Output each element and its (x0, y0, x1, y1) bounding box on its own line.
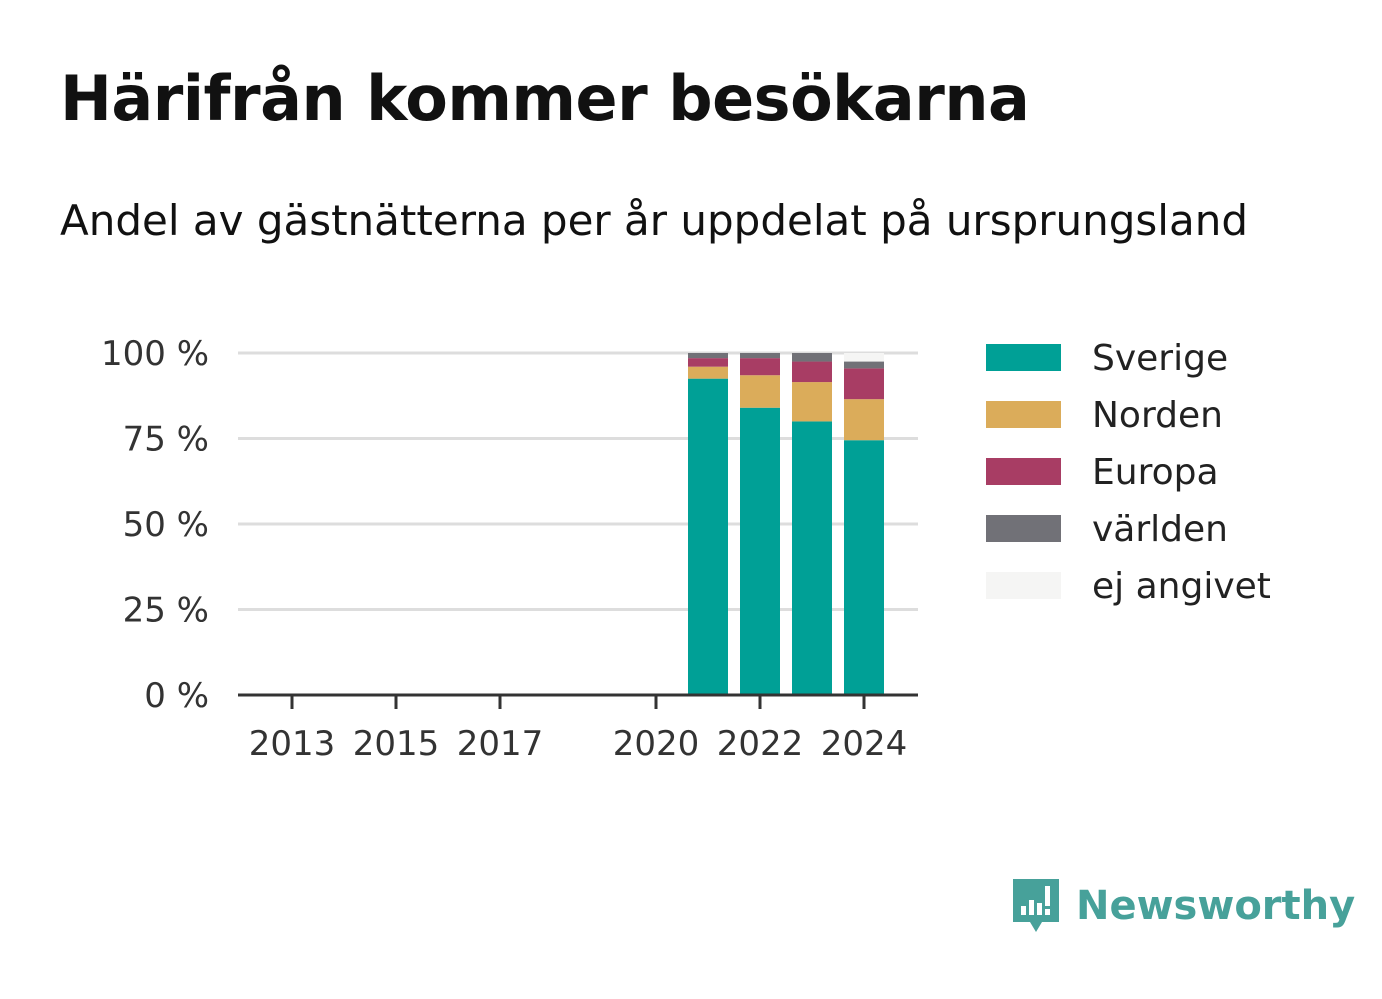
x-tick-label: 2020 (613, 724, 700, 764)
bar-segment (844, 368, 884, 400)
bar-segment (792, 353, 832, 362)
bar-segment (688, 366, 728, 379)
x-tick-label: 2015 (353, 724, 440, 764)
legend-swatch (986, 344, 1061, 371)
newsworthy-brand: Newsworthy (1010, 876, 1355, 936)
y-tick-label: 0 % (144, 676, 209, 716)
bar-segment (740, 407, 780, 695)
x-tick-label: 2022 (717, 724, 804, 764)
bar-segment (844, 440, 884, 695)
brand-name: Newsworthy (1076, 883, 1356, 929)
bar-segment (792, 361, 832, 383)
x-tick-label: 2024 (821, 724, 908, 764)
bar-segment (688, 378, 728, 695)
legend-swatch (986, 515, 1061, 542)
bar-segment (792, 382, 832, 422)
bar-segment (740, 358, 780, 376)
bar-segment (792, 421, 832, 695)
bar-segment (844, 399, 884, 441)
legend-label: Europa (1092, 452, 1219, 493)
chart-title: Härifrån kommer besökarna (60, 62, 1030, 135)
x-tick-label: 2017 (457, 724, 544, 764)
bar-segment (844, 361, 884, 369)
legend-swatch (986, 458, 1061, 485)
bar-stacks (688, 353, 884, 695)
bar-segment (844, 353, 884, 362)
bar-segment (740, 353, 780, 359)
bar-segment (740, 375, 780, 408)
bar-segment (688, 353, 728, 359)
legend-label: Norden (1092, 395, 1223, 436)
legend-label: Sverige (1092, 338, 1228, 379)
bar-segment (688, 358, 728, 367)
legend-label: ej angivet (1092, 566, 1271, 607)
legend-label: världen (1092, 509, 1228, 550)
newsworthy-logo-icon (1013, 879, 1059, 932)
y-tick-label: 75 % (123, 420, 209, 460)
legend-swatch (986, 572, 1061, 599)
x-tick-label: 2013 (249, 724, 336, 764)
y-tick-label: 50 % (123, 505, 209, 545)
legend-swatch (986, 401, 1061, 428)
y-tick-label: 100 % (101, 334, 209, 374)
y-tick-label: 25 % (123, 591, 209, 631)
legend: Sverige Norden Europa världen ej angivet (986, 338, 1271, 607)
axes: 0 % 25 % 50 % 75 % 100 % 2013 2015 2017 2020 2022… (101, 334, 918, 764)
chart-subtitle: Andel av gästnätterna per år uppdelat på… (60, 196, 1248, 245)
